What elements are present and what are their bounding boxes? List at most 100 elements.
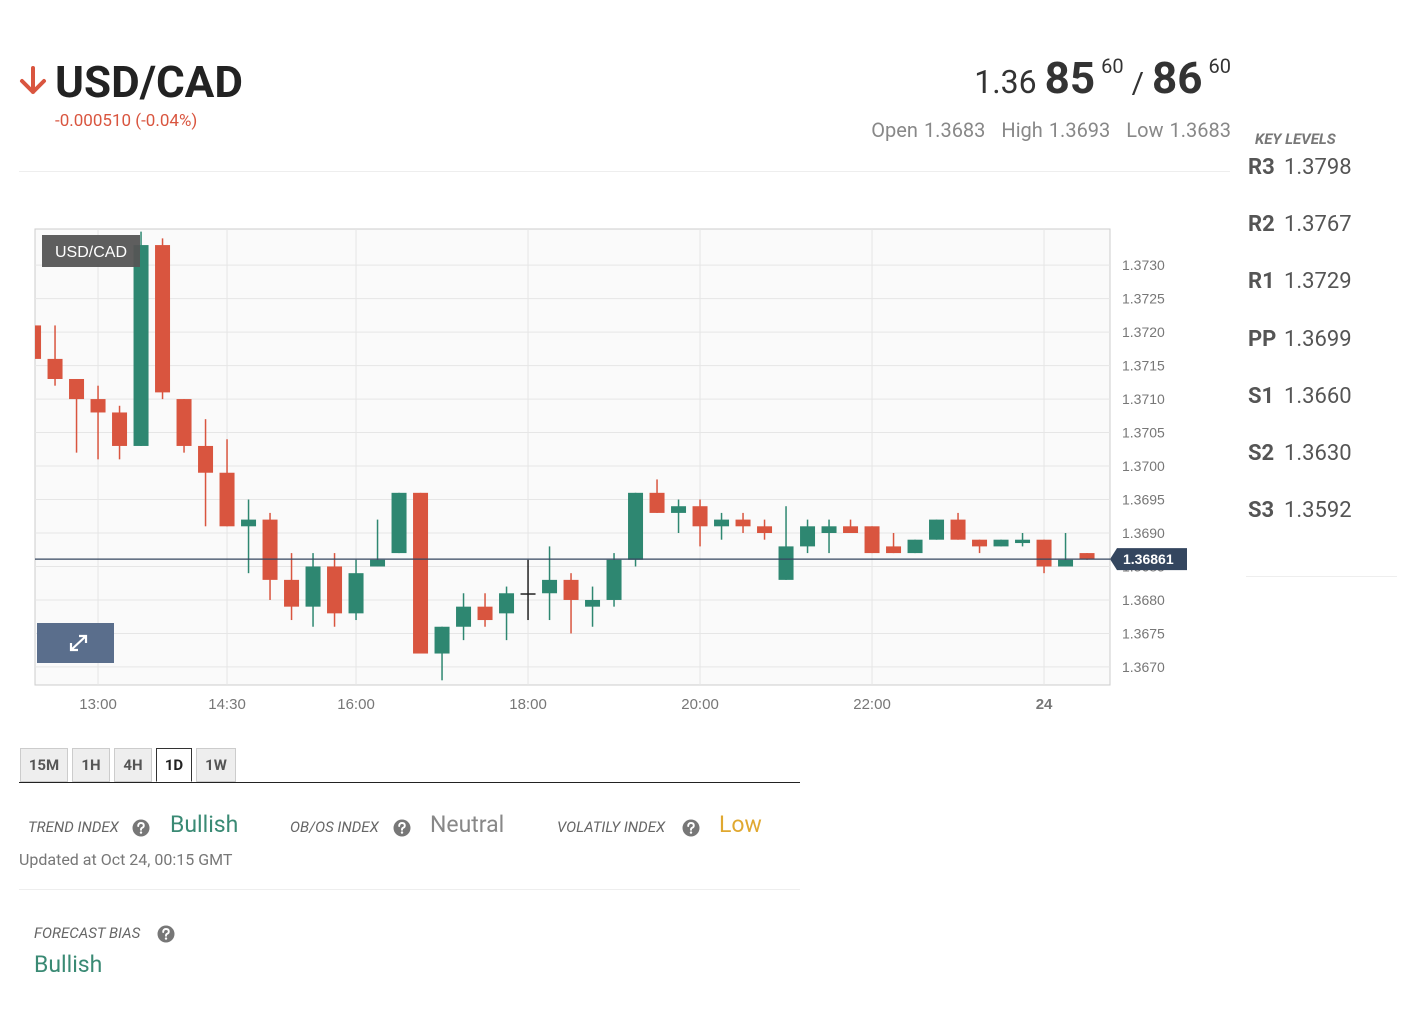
- candle-body: [972, 539, 988, 547]
- bid-fraction: 60: [1101, 54, 1124, 78]
- forecast-value: Bullish: [34, 951, 103, 978]
- y-tick-label: 1.3695: [1122, 492, 1165, 508]
- candle-body: [542, 579, 558, 594]
- candle-body: [907, 539, 923, 554]
- candle-body: [176, 399, 192, 446]
- candle-body: [800, 526, 816, 547]
- pair-title: USD/CAD: [55, 56, 243, 108]
- candle-body: [284, 579, 300, 607]
- stat-label: Open: [871, 118, 918, 142]
- level-value: 1.3592: [1284, 498, 1352, 524]
- candle-body: [821, 526, 837, 533]
- candle-body: [1058, 559, 1074, 567]
- down-arrow-icon: [20, 66, 46, 94]
- level-value: 1.3767: [1284, 212, 1352, 238]
- candle-body: [993, 539, 1009, 547]
- candle-body: [456, 606, 472, 627]
- candle-body: [606, 559, 622, 600]
- plot-area: [34, 228, 1111, 686]
- y-tick-label: 1.3730: [1122, 257, 1165, 273]
- level-label: S1: [1248, 383, 1275, 409]
- candle-body: [348, 573, 364, 614]
- last-price-label: 1.36861: [1123, 551, 1174, 567]
- candle-body: [520, 593, 536, 595]
- index-value: Bullish: [170, 811, 239, 838]
- timeframe-tab[interactable]: 1D: [156, 748, 192, 782]
- help-icon[interactable]: [132, 819, 150, 837]
- index-label: OB/OS INDEX: [290, 818, 379, 836]
- candle-body: [671, 506, 687, 513]
- bid-pips: 85: [1044, 52, 1096, 104]
- help-icon[interactable]: [682, 819, 700, 837]
- stat-value: 1.3683: [1169, 118, 1231, 142]
- candle-body: [735, 519, 751, 527]
- price-change: -0.000510 (-0.04%): [55, 111, 198, 131]
- ask-fraction: 60: [1208, 54, 1231, 78]
- divider: [19, 171, 1230, 172]
- index-label: VOLATILY INDEX: [557, 818, 666, 836]
- stat: High 1.3693: [1001, 118, 1110, 142]
- timeframe-tab[interactable]: 4H: [114, 748, 152, 782]
- x-tick-label: 24: [1036, 696, 1053, 713]
- level-label: R2: [1248, 212, 1275, 238]
- candle-body: [69, 378, 85, 400]
- level-label: S2: [1248, 441, 1275, 466]
- x-tick-label: 14:30: [208, 696, 246, 713]
- expand-button[interactable]: [37, 623, 114, 663]
- candle-body: [499, 593, 515, 614]
- candle-body: [864, 526, 880, 554]
- stat-value: 1.3693: [1048, 118, 1111, 142]
- level-value: 1.3660: [1284, 383, 1352, 409]
- index-value: Neutral: [430, 811, 505, 838]
- chart-title: USD/CAD: [55, 244, 127, 261]
- candle-body: [692, 506, 708, 527]
- divider: [1246, 576, 1397, 577]
- candle-body: [47, 358, 63, 379]
- candle-body: [1015, 539, 1031, 544]
- y-tick-label: 1.3725: [1122, 291, 1165, 307]
- candle-body: [327, 566, 343, 614]
- x-tick-label: 13:00: [79, 696, 117, 713]
- stat: Low 1.3683: [1126, 118, 1231, 142]
- last-price-label-bg: [1110, 548, 1187, 571]
- timeframe-tab[interactable]: 15M: [20, 748, 68, 782]
- stat-label: Low: [1126, 118, 1164, 142]
- y-tick-label: 1.3710: [1122, 391, 1165, 407]
- timeframe-tab[interactable]: 1H: [72, 748, 110, 782]
- help-icon[interactable]: [157, 925, 175, 943]
- index-label: TREND INDEX: [28, 818, 119, 836]
- candle-body: [1079, 553, 1095, 560]
- candle-body: [112, 412, 128, 446]
- timeframe-tab[interactable]: 1W: [196, 748, 236, 782]
- candle-body: [434, 626, 450, 654]
- stats: Open 1.3683 High 1.3693 Low 1.3683: [871, 118, 1231, 142]
- candle-body: [1036, 539, 1052, 567]
- help-icon[interactable]: [393, 819, 411, 837]
- x-tick-label: 18:00: [509, 696, 547, 713]
- chart-title-bg: [42, 235, 140, 267]
- candle-body: [413, 492, 429, 654]
- level-value: 1.3630: [1284, 441, 1352, 466]
- y-tick-label: 1.3670: [1122, 659, 1165, 675]
- y-tick-label: 1.3705: [1122, 425, 1165, 441]
- index-value: Low: [719, 811, 762, 838]
- ask-pips: 86: [1152, 52, 1203, 104]
- candle-body: [649, 492, 665, 513]
- candle-body: [305, 566, 321, 607]
- key-levels-title: KEY LEVELS: [1255, 130, 1336, 148]
- candle-body: [563, 579, 579, 600]
- level-label: PP: [1248, 326, 1277, 352]
- level-label: S3: [1248, 498, 1275, 524]
- candle-body: [391, 492, 407, 554]
- candle-body: [929, 519, 945, 540]
- separator: /: [1131, 66, 1145, 101]
- tabs-underline: [19, 782, 800, 783]
- candle-body: [843, 526, 859, 533]
- candle-body: [219, 472, 235, 527]
- level-value: 1.3798: [1284, 155, 1352, 180]
- x-tick-label: 20:00: [681, 696, 719, 713]
- divider: [19, 889, 800, 890]
- candle-body: [778, 546, 794, 580]
- y-tick-label: 1.3700: [1122, 458, 1165, 474]
